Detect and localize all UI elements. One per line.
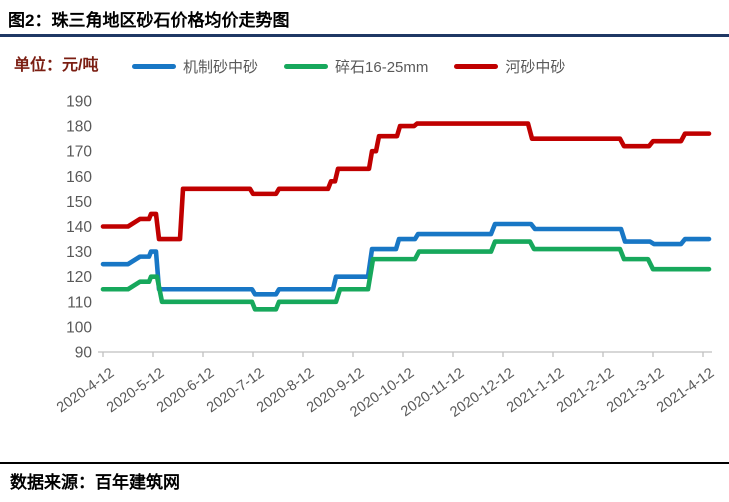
legend-item-river-sand: 河砂中砂 xyxy=(454,56,565,77)
title-divider xyxy=(0,34,729,37)
unit-label: 单位：元/吨 xyxy=(14,57,99,74)
legend-label: 河砂中砂 xyxy=(505,59,566,76)
y-tick-label: 100 xyxy=(66,319,92,336)
series-line-1 xyxy=(100,239,712,312)
chart-legend: 机制砂中砂 碎石16-25mm 河砂中砂 xyxy=(132,56,565,77)
footer-divider xyxy=(0,462,729,464)
legend-label: 机制砂中砂 xyxy=(183,59,259,76)
price-trend-chart: 2020-4-122020-5-122020-6-122020-7-122020… xyxy=(54,94,717,421)
y-tick-label: 140 xyxy=(66,219,92,236)
y-tick-label: 150 xyxy=(66,194,92,211)
y-tick-label: 160 xyxy=(66,169,92,186)
legend-item-machine-sand: 机制砂中砂 xyxy=(132,56,258,77)
legend-line-swatch-red xyxy=(454,64,499,69)
y-tick-label: 170 xyxy=(66,144,92,161)
y-tick-label: 110 xyxy=(67,294,92,311)
data-source: 数据来源：百年建筑网 xyxy=(10,473,180,492)
series-line-0 xyxy=(100,221,712,297)
y-tick-label: 180 xyxy=(66,119,92,136)
y-tick-label: 130 xyxy=(66,244,92,261)
figure-title: 图2：珠三角地区砂石价格均价走势图 xyxy=(8,11,290,30)
y-tick-label: 120 xyxy=(66,269,92,286)
legend-label: 碎石16-25mm xyxy=(335,59,429,76)
series-line-2 xyxy=(100,121,712,242)
legend-line-swatch-blue xyxy=(132,64,176,69)
legend-line-swatch-green xyxy=(284,64,329,69)
y-tick-label: 190 xyxy=(66,94,92,111)
legend-item-gravel: 碎石16-25mm xyxy=(284,56,428,77)
y-tick-label: 90 xyxy=(75,345,93,362)
